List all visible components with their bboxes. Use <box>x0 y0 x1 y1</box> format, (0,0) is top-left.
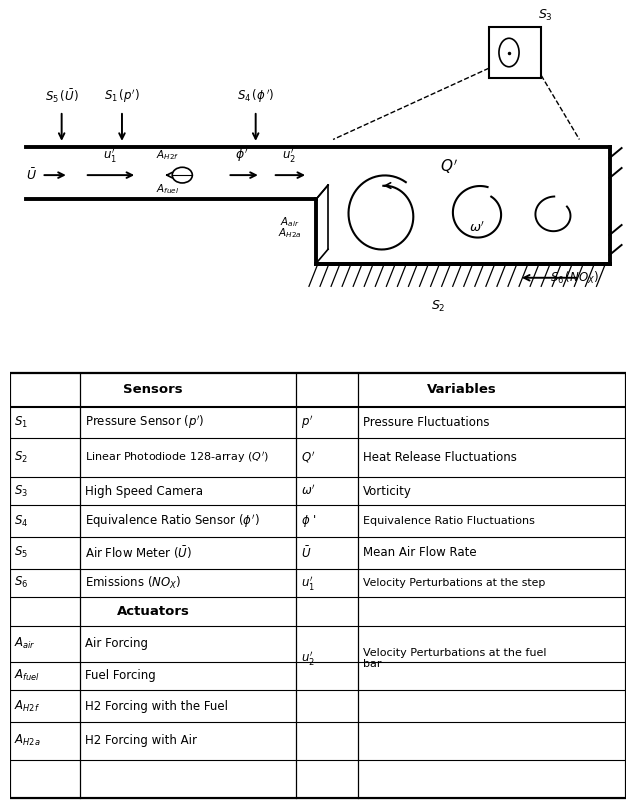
Text: Linear Photodiode 128-array ($Q'$): Linear Photodiode 128-array ($Q'$) <box>85 450 270 465</box>
Text: High Speed Camera: High Speed Camera <box>85 484 204 497</box>
Text: Emissions ($NO_X$): Emissions ($NO_X$) <box>85 575 182 591</box>
Text: $S_1$: $S_1$ <box>15 415 29 430</box>
Text: $u_2'$: $u_2'$ <box>301 649 315 667</box>
Text: Pressure Sensor ($p'$): Pressure Sensor ($p'$) <box>85 414 205 431</box>
Text: Sensors: Sensors <box>123 383 183 396</box>
Text: Vorticity: Vorticity <box>363 484 412 497</box>
Text: $A_{H2f}$: $A_{H2f}$ <box>15 698 41 714</box>
Text: $\bar{U}$: $\bar{U}$ <box>301 545 312 561</box>
Text: Mean Air Flow Rate: Mean Air Flow Rate <box>363 546 476 560</box>
Text: $S_5$: $S_5$ <box>15 545 29 561</box>
Text: $S_1\,(p')$: $S_1\,(p')$ <box>104 87 140 105</box>
Text: $\omega'$: $\omega'$ <box>469 220 485 235</box>
Text: $S_4$: $S_4$ <box>15 514 29 529</box>
Text: $S_2$: $S_2$ <box>431 299 446 314</box>
Text: $S_5\,(\bar{U})$: $S_5\,(\bar{U})$ <box>45 87 78 105</box>
Text: $S_2$: $S_2$ <box>15 450 29 465</box>
Text: $\phi'$: $\phi'$ <box>235 147 249 164</box>
Bar <box>489 27 541 79</box>
Text: $Q'$: $Q'$ <box>439 157 458 176</box>
Text: $p'$: $p'$ <box>301 414 314 431</box>
Text: Pressure Fluctuations: Pressure Fluctuations <box>363 416 490 428</box>
Text: $A_{fuel}$: $A_{fuel}$ <box>156 182 179 196</box>
Text: $S_6$: $S_6$ <box>15 575 29 590</box>
Text: Actuators: Actuators <box>116 605 190 618</box>
Text: $u_1'$: $u_1'$ <box>301 574 315 592</box>
Text: Velocity Perturbations at the step: Velocity Perturbations at the step <box>363 578 546 588</box>
Text: $S_3$: $S_3$ <box>538 7 553 23</box>
Text: $A_{fuel}$: $A_{fuel}$ <box>15 668 41 684</box>
Text: Air Forcing: Air Forcing <box>85 637 148 650</box>
Text: bar: bar <box>363 659 382 669</box>
Text: $Q'$: $Q'$ <box>301 450 315 465</box>
Text: Equivalence Ratio Fluctuations: Equivalence Ratio Fluctuations <box>363 516 535 526</box>
Text: $A_{H2f}$: $A_{H2f}$ <box>156 148 179 162</box>
Text: $\phi$ ': $\phi$ ' <box>301 514 317 529</box>
Text: $A_{air}$: $A_{air}$ <box>280 215 300 229</box>
Text: $\bar{U}$: $\bar{U}$ <box>25 168 36 183</box>
Text: $u_1'$: $u_1'$ <box>103 146 117 164</box>
Text: Fuel Forcing: Fuel Forcing <box>85 669 156 683</box>
Text: Air Flow Meter ($\bar{U}$): Air Flow Meter ($\bar{U}$) <box>85 544 193 561</box>
Text: $S_6\,(NO_X)$: $S_6\,(NO_X)$ <box>550 270 600 286</box>
Text: Velocity Perturbations at the fuel: Velocity Perturbations at the fuel <box>363 648 546 658</box>
Text: $A_{H2a}$: $A_{H2a}$ <box>278 227 301 241</box>
Text: Heat Release Fluctuations: Heat Release Fluctuations <box>363 451 517 464</box>
Text: $u_2'$: $u_2'$ <box>282 146 296 164</box>
Text: $S_4\,(\phi\,')$: $S_4\,(\phi\,')$ <box>237 87 275 105</box>
Text: $S_3$: $S_3$ <box>15 484 29 499</box>
Text: H2 Forcing with Air: H2 Forcing with Air <box>85 734 197 748</box>
Text: $\omega'$: $\omega'$ <box>301 484 316 498</box>
Text: $A_{air}$: $A_{air}$ <box>15 636 36 651</box>
Text: $A_{H2a}$: $A_{H2a}$ <box>15 733 41 748</box>
Text: Equivalence Ratio Sensor ($\phi'$): Equivalence Ratio Sensor ($\phi'$) <box>85 513 260 530</box>
Text: H2 Forcing with the Fuel: H2 Forcing with the Fuel <box>85 700 228 713</box>
Text: Variables: Variables <box>427 383 496 396</box>
